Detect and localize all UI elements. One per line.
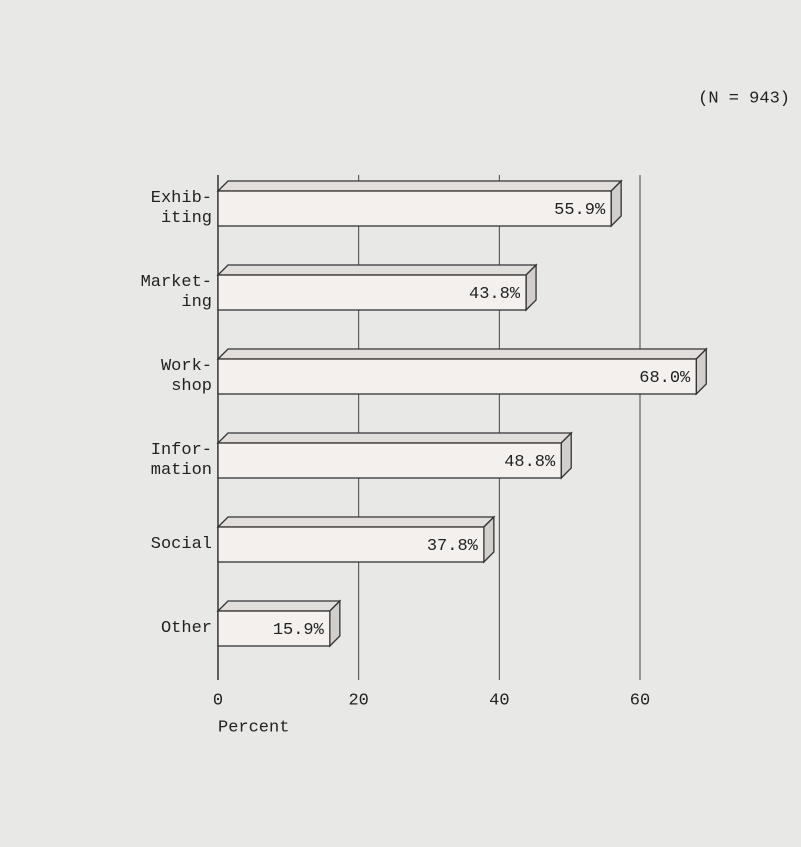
bar-top (216, 600, 342, 612)
x-tick-label: 20 (348, 691, 368, 710)
bar (217, 442, 562, 479)
x-axis-label: Percent (218, 718, 289, 737)
category-label: Market- ing (140, 272, 212, 312)
annotation: (N = 943) (698, 89, 790, 108)
bar-top (216, 264, 538, 276)
x-tick-label: 40 (489, 691, 509, 710)
bar (217, 610, 331, 647)
x-tick-label: 0 (213, 691, 223, 710)
value-label: 15.9% (273, 621, 325, 640)
category-label: Social (150, 534, 212, 554)
value-label: 55.9% (554, 201, 606, 220)
value-label: 48.8% (504, 453, 556, 472)
value-label: 37.8% (427, 537, 479, 556)
bar-top (216, 432, 573, 444)
category-label: Other (160, 618, 212, 638)
bar-top (216, 180, 623, 192)
bar (217, 274, 527, 311)
category-label: Exhib- iting (150, 188, 212, 228)
bar (217, 358, 697, 395)
x-tick-label: 60 (630, 691, 650, 710)
value-label: 68.0% (639, 369, 691, 388)
bar (217, 190, 612, 227)
bar-top (216, 516, 496, 528)
category-label: Work- shop (160, 356, 212, 396)
bar-top (216, 348, 708, 360)
category-label: Infor- mation (150, 440, 212, 480)
bar (217, 526, 485, 563)
value-label: 43.8% (469, 285, 521, 304)
